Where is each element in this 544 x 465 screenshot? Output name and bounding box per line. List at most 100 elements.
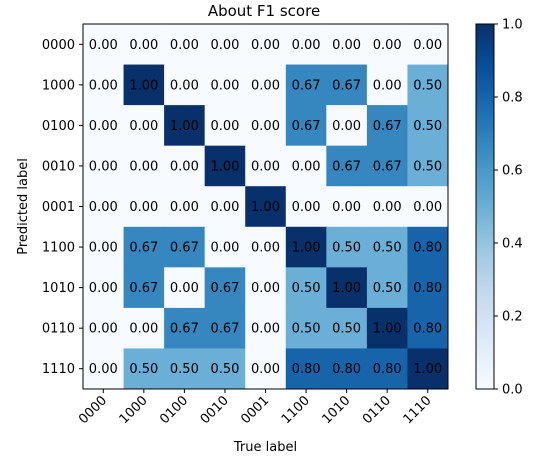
heatmap-cell (123, 267, 165, 309)
y-tick-label: 1000 (42, 78, 75, 93)
heatmap-cell (164, 145, 206, 187)
heatmap-cell-label: 0.00 (332, 38, 361, 53)
heatmap-cell (204, 186, 246, 228)
heatmap-cell (407, 105, 449, 147)
heatmap-cell (326, 64, 368, 106)
colorbar-tick-label: 0.4 (502, 237, 523, 252)
heatmap-cell-label: 0.00 (89, 200, 118, 215)
heatmap-cell-label: 1.00 (413, 362, 442, 377)
y-axis-label: Predicted label (16, 158, 31, 255)
heatmap-cell (285, 145, 327, 187)
heatmap-cell-label: 0.00 (89, 362, 118, 377)
heatmap-cell (164, 105, 206, 147)
heatmap-cell-label: 0.00 (413, 200, 442, 215)
heatmap-cell (245, 105, 287, 147)
heatmap-cell-label: 0.00 (89, 241, 118, 256)
heatmap-cell-label: 0.00 (210, 241, 239, 256)
colorbar-tick-label: 0.6 (502, 164, 523, 179)
heatmap-cell (164, 64, 206, 106)
y-tick-label: 0001 (42, 200, 75, 215)
heatmap-cell-label: 0.80 (332, 362, 361, 377)
heatmap-cell-label: 0.67 (170, 241, 199, 256)
colorbar-tick-label: 0.0 (502, 383, 523, 398)
heatmap-cell-label: 0.80 (413, 241, 442, 256)
heatmap-cell (407, 145, 449, 187)
heatmap-cell (326, 145, 368, 187)
heatmap-cell (245, 226, 287, 268)
heatmap-cell-label: 0.00 (251, 78, 280, 93)
heatmap-cell-label: 0.80 (413, 281, 442, 296)
heatmap-cell-label: 1.00 (292, 241, 321, 256)
heatmap-cell (285, 267, 327, 309)
heatmap-cell-label: 0.67 (129, 281, 158, 296)
heatmap-cell-label: 0.00 (129, 159, 158, 174)
heatmap-cell-label: 0.00 (292, 38, 321, 53)
heatmap-cell (366, 186, 408, 228)
heatmap-cell-label: 0.00 (373, 78, 402, 93)
heatmap-cell (245, 348, 287, 390)
heatmap-cell-label: 0.00 (292, 159, 321, 174)
heatmap-cell-label: 1.00 (210, 159, 239, 174)
heatmap-cell-label: 1.00 (373, 322, 402, 337)
heatmap-cell-label: 0.67 (373, 159, 402, 174)
heatmap-cell (123, 226, 165, 268)
heatmap-cell (326, 307, 368, 349)
x-tick-label: 0001 (238, 393, 272, 427)
y-tick-label: 0000 (42, 38, 75, 53)
heatmap-cell (83, 307, 124, 349)
heatmap-cell (245, 64, 287, 106)
heatmap-cell-label: 0.50 (129, 362, 158, 377)
heatmap-cell-label: 0.00 (251, 281, 280, 296)
heatmap-cell (164, 348, 206, 390)
heatmap-cell-label: 1.00 (170, 119, 199, 134)
heatmap-cell-label: 0.00 (170, 281, 199, 296)
heatmap-cell (285, 226, 327, 268)
heatmap-cell (204, 348, 246, 390)
heatmap-cell (204, 105, 246, 147)
heatmap-cell-label: 0.00 (170, 159, 199, 174)
heatmap-cell (164, 226, 206, 268)
heatmap-cell (285, 348, 327, 390)
heatmap-cell-label: 0.00 (251, 119, 280, 134)
heatmap-cell-label: 0.50 (413, 119, 442, 134)
heatmap-cell-label: 0.50 (332, 322, 361, 337)
y-tick-label: 0110 (42, 322, 75, 337)
colorbar-ticks: 0.0 0.2 0.4 0.6 0.8 1.0 (494, 18, 523, 398)
y-tick-label: 0100 (42, 119, 75, 134)
heatmap-cell (123, 64, 165, 106)
heatmap-cell (83, 267, 124, 309)
colorbar-tick-label: 0.8 (502, 91, 523, 106)
heatmap-cell (204, 226, 246, 268)
heatmap-cell-label: 0.00 (129, 38, 158, 53)
heatmap-cell-label: 0.80 (292, 362, 321, 377)
x-tick-label: 0100 (157, 393, 191, 427)
heatmap-cell-label: 1.00 (251, 200, 280, 215)
heatmap-cell-labels: 0.00 0.00 0.00 0.00 0.00 0.00 0.00 0.00 0.00 0.00… (89, 38, 442, 377)
heatmap-cell (123, 186, 165, 228)
heatmap-cell-label: 0.50 (292, 281, 321, 296)
heatmap-cell-label: 0.67 (373, 119, 402, 134)
heatmap-cell-label: 0.67 (129, 241, 158, 256)
heatmap-cell-label: 0.00 (373, 38, 402, 53)
heatmap-cell-label: 0.00 (129, 322, 158, 337)
x-tick-label: 1110 (401, 393, 435, 427)
x-tick-label: 0000 (76, 393, 110, 427)
heatmap-cell-label: 0.00 (129, 119, 158, 134)
heatmap-cell-label: 0.67 (332, 78, 361, 93)
heatmap-cell (164, 24, 206, 65)
heatmap-cell (326, 186, 368, 228)
heatmap-cell-label: 0.67 (292, 78, 321, 93)
heatmap-cell-label: 0.50 (332, 241, 361, 256)
heatmap-cell (164, 186, 206, 228)
heatmap-cell-label: 0.50 (413, 78, 442, 93)
heatmap-cell-label: 0.00 (89, 38, 118, 53)
heatmap-cell-label: 0.00 (373, 200, 402, 215)
heatmap-cell-label: 1.00 (332, 281, 361, 296)
heatmap-cell-label: 0.00 (129, 200, 158, 215)
heatmap-cell (407, 267, 449, 309)
heatmap-cell-label: 0.67 (210, 281, 239, 296)
heatmap-cell-label: 0.00 (251, 322, 280, 337)
heatmap-cell (83, 24, 124, 65)
heatmap-cell (245, 307, 287, 349)
